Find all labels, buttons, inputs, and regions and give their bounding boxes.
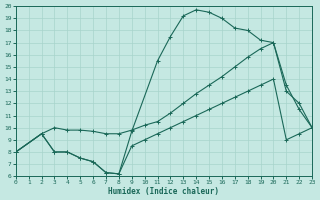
X-axis label: Humidex (Indice chaleur): Humidex (Indice chaleur) (108, 187, 220, 196)
